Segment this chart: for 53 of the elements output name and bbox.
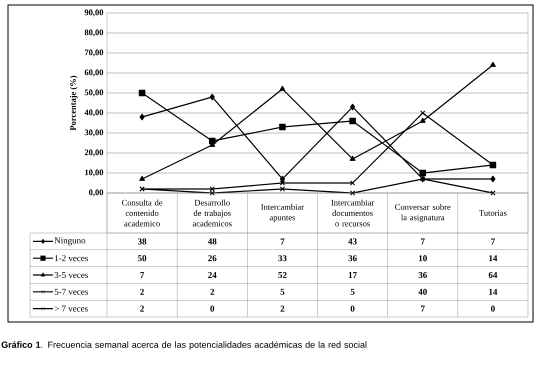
- x-tick-label: Tutorias: [479, 210, 507, 216]
- legend-label: > 7 veces: [54, 306, 88, 312]
- data-label: 5: [350, 288, 355, 295]
- data-label: 7: [421, 306, 425, 312]
- data-label: 0: [491, 306, 495, 312]
- data-label: 7: [421, 238, 425, 244]
- data-label: 24: [208, 272, 217, 278]
- data-label: 33: [278, 255, 287, 262]
- y-tick-label: 40,00: [84, 110, 104, 116]
- data-label: 0: [210, 306, 214, 312]
- data-label: 0: [350, 306, 354, 312]
- data-label: 14: [489, 288, 498, 295]
- legend-label: 5-7 veces: [54, 288, 88, 295]
- y-axis-title: Porcentaje (%): [70, 76, 78, 130]
- data-label: 40: [418, 288, 427, 295]
- data-label: 26: [208, 255, 216, 262]
- data-label: 2: [140, 306, 144, 312]
- data-label: 10: [418, 255, 427, 262]
- data-label: 38: [138, 238, 146, 244]
- y-tick-label: 30,00: [84, 130, 104, 136]
- data-label: 64: [488, 272, 498, 278]
- x-tick-label: Desarrollo de trabajos academicos: [192, 200, 232, 226]
- data-label: 7: [140, 272, 144, 278]
- data-label: 2: [210, 288, 214, 295]
- data-label: 17: [348, 272, 357, 278]
- data-label: 7: [280, 238, 284, 244]
- y-tick-label: 70,00: [84, 50, 104, 56]
- x-tick-label: Intercambiar documentos o recursos: [331, 200, 374, 226]
- legend-label: 3-5 veces: [54, 272, 88, 278]
- data-label: 14: [489, 255, 498, 262]
- y-tick-label: 80,00: [84, 30, 104, 36]
- x-tick-label: Consulta de contenido academico: [122, 200, 162, 226]
- legend-label: Ninguno: [54, 237, 86, 246]
- data-label: 36: [348, 255, 357, 262]
- data-label: 2: [280, 306, 284, 312]
- data-label: 2: [140, 288, 144, 295]
- data-label: 48: [208, 238, 216, 244]
- x-tick-label: Intercambiar apuntes: [261, 204, 304, 222]
- text: Gráfico 1. Frecuencia semanal acerca de las potencialidades académicas de la red social: [2, 341, 366, 350]
- data-label: 7: [491, 238, 495, 244]
- y-tick-label: 0,00: [88, 190, 104, 196]
- data-label: 43: [348, 238, 357, 244]
- y-tick-label: 60,00: [84, 70, 104, 76]
- y-tick-label: 90,00: [84, 10, 104, 16]
- y-tick-label: 10,00: [85, 170, 104, 176]
- x-tick-label: Conversar sobre la asignatura: [395, 204, 450, 222]
- y-tick-label: 50,00: [84, 90, 104, 96]
- legend-label: 1-2 veces: [54, 255, 88, 262]
- y-tick-label: 20,00: [84, 150, 104, 156]
- data-label: 5: [280, 288, 284, 295]
- data-label: 36: [418, 272, 427, 278]
- data-label: 52: [278, 272, 287, 278]
- data-label: 50: [138, 255, 146, 262]
